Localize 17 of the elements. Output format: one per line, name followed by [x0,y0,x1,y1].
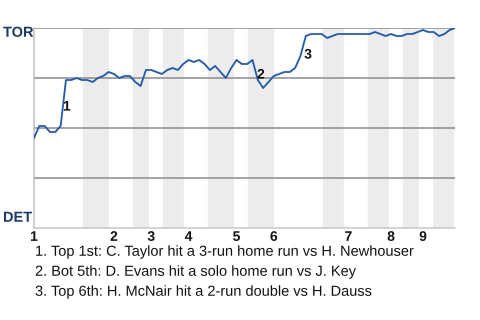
text: DET [4,212,32,222]
x-tick-label: 3 [148,231,155,241]
annotation: 3 [304,48,312,59]
text: 2. Bot 5th: D. Evans hit a solo home run vs J. Key [36,265,356,279]
text: TOR [3,26,34,37]
annotation: 1 [64,101,70,111]
x-tick-label: 5 [233,231,240,241]
annotation: 2 [258,68,264,79]
x-tick-label: 2 [110,231,118,241]
x-tick-label: 8 [388,231,394,241]
x-tick-label: 6 [270,231,278,241]
x-tick-label: 4 [184,231,192,241]
x-tick-label: 9 [420,231,426,241]
x-tick-label: 7 [345,231,352,241]
text: 1. Top 1st: C. Taylor hit a 3-run home run vs H. Newhouser [36,245,414,259]
x-tick-label: 1 [31,231,38,241]
text: 3. Top 6th: H. McNair hit a 2-run double vs H. Dauss [36,285,372,299]
